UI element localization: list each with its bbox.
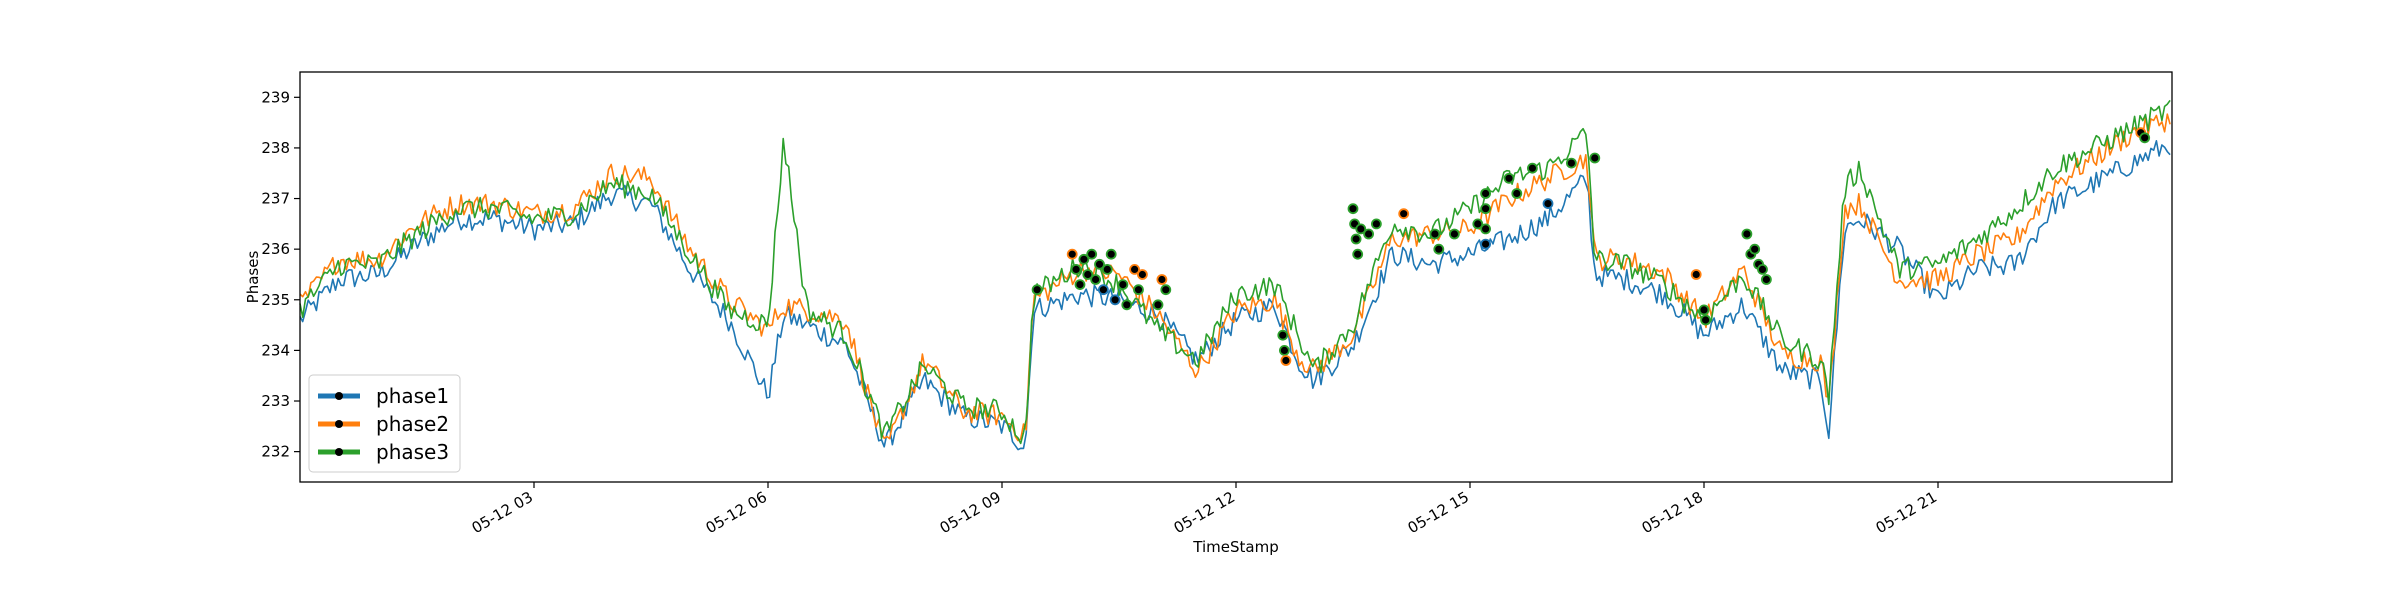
anomaly-marker	[1078, 253, 1090, 265]
anomaly-marker	[1429, 228, 1441, 240]
anomaly-marker	[1761, 274, 1772, 285]
anomaly-marker	[1105, 248, 1117, 260]
anomaly-marker	[1129, 263, 1140, 275]
anomaly-marker	[1109, 294, 1121, 306]
anomaly-marker	[1031, 284, 1043, 296]
legend-entry-phase2: phase2	[318, 412, 449, 436]
anomaly-marker	[1757, 263, 1768, 275]
anomaly-marker	[2139, 132, 2151, 144]
y-tick-label: 238	[261, 139, 290, 157]
x-tick-label: 05-12 12	[1171, 488, 1238, 537]
x-tick-label: 05-12 18	[1639, 488, 1706, 537]
legend: phase1 phase2 phase3	[308, 374, 461, 473]
series-lines	[299, 99, 2171, 451]
anomaly-marker	[1363, 228, 1374, 240]
y-axis-label: Phases	[244, 251, 262, 304]
legend-marker-phase2	[335, 420, 343, 428]
anomaly-marker	[1480, 238, 1491, 250]
anomaly-marker	[1503, 172, 1515, 184]
y-tick-label: 237	[261, 190, 290, 208]
anomaly-marker	[1066, 248, 1078, 260]
anomaly-marker	[1347, 203, 1359, 215]
x-tick-label: 05-12 15	[1405, 488, 1472, 537]
x-tick-label: 05-12 09	[937, 488, 1004, 537]
y-tick-label: 234	[261, 341, 290, 359]
anomaly-marker	[1352, 248, 1364, 260]
y-tick-label: 232	[261, 443, 290, 461]
y-tick-label: 239	[261, 88, 290, 106]
anomaly-marker	[1371, 218, 1382, 230]
legend-label-phase1: phase1	[376, 384, 449, 408]
x-axis-label: TimeStamp	[1192, 538, 1278, 556]
anomaly-marker	[1070, 263, 1082, 275]
anomaly-marker	[1074, 279, 1086, 291]
anomaly-marker	[1690, 269, 1702, 280]
legend-entry-phase3: phase3	[318, 440, 449, 464]
legend-frame	[308, 374, 461, 473]
anomaly-marker	[1542, 198, 1554, 210]
anomaly-marker	[1480, 203, 1491, 215]
anomaly-marker	[1698, 304, 1710, 316]
series-line-phase3	[299, 99, 2171, 445]
legend-label-phase2: phase2	[376, 412, 449, 436]
y-tick-label: 235	[261, 291, 290, 309]
anomaly-marker	[1480, 223, 1491, 235]
legend-entry-phase1: phase1	[318, 384, 449, 408]
anomaly-marker	[1700, 314, 1711, 326]
legend-label-phase3: phase3	[376, 440, 449, 464]
anomaly-marker	[1277, 329, 1289, 341]
anomaly-marker	[1094, 258, 1105, 270]
anomaly-marker	[1117, 279, 1129, 291]
anomaly-marker	[1433, 243, 1445, 255]
anomaly-marker	[1589, 152, 1601, 164]
anomaly-marker	[1098, 284, 1109, 296]
anomaly-marker	[1160, 284, 1172, 296]
x-tick-label: 05-12 03	[469, 488, 536, 537]
anomaly-marker	[1086, 248, 1098, 260]
plot-frame	[299, 71, 2173, 483]
anomaly-marker	[1449, 228, 1460, 240]
x-tick-label: 05-12 21	[1873, 488, 1940, 537]
anomaly-marker	[1355, 223, 1367, 235]
y-axis: 232 233 234 235 236 237 238 239	[261, 88, 300, 461]
anomaly-marker	[1749, 243, 1761, 255]
y-tick-label: 236	[261, 240, 290, 258]
anomaly-marker	[1133, 284, 1144, 296]
legend-marker-phase3	[335, 448, 343, 456]
anomaly-marker	[1090, 274, 1101, 285]
legend-marker-phase1	[335, 392, 343, 400]
anomaly-marker	[1280, 355, 1292, 366]
anomaly-marker	[1137, 269, 1148, 280]
anomaly-markers	[1031, 127, 2151, 366]
series-line-phase2	[299, 113, 2171, 442]
anomaly-marker	[1511, 188, 1523, 199]
series-line-phase1	[299, 140, 2171, 451]
anomaly-marker	[1472, 218, 1484, 230]
anomaly-marker	[1480, 188, 1491, 199]
anomaly-marker	[1398, 208, 1410, 220]
anomaly-marker	[1279, 344, 1290, 356]
x-axis: 05-12 03 05-12 06 05-12 09 05-12 12 05-12 15…	[469, 482, 1940, 537]
anomaly-marker	[1101, 263, 1113, 275]
anomaly-marker	[1156, 274, 1168, 285]
anomaly-marker	[1741, 228, 1753, 240]
x-tick-label: 05-12 06	[703, 488, 770, 537]
anomaly-marker	[1527, 162, 1538, 174]
anomaly-marker	[1152, 299, 1164, 311]
anomaly-marker	[1082, 269, 1094, 280]
y-tick-label: 233	[261, 392, 290, 410]
anomaly-marker	[1350, 233, 1362, 245]
anomaly-marker	[1121, 299, 1133, 311]
anomaly-marker	[1566, 157, 1577, 169]
